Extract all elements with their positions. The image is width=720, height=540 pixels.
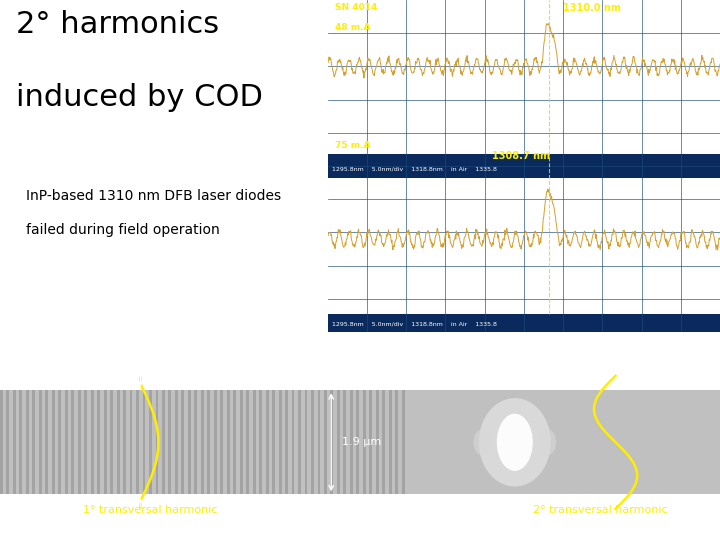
Text: SN 4014: SN 4014	[336, 3, 378, 12]
Bar	[162, 390, 165, 494]
Text: 1308.7 nm: 1308.7 nm	[492, 151, 550, 161]
Text: 1.9 μm: 1.9 μm	[342, 437, 382, 447]
Text: Parasitic cavity: Parasitic cavity	[536, 336, 616, 346]
Bar	[395, 390, 398, 494]
Bar	[279, 390, 282, 494]
Bar	[253, 390, 256, 494]
Text: 1295.8nm    5.0nm/div    1318.8nm    in Air    1335.8: 1295.8nm 5.0nm/div 1318.8nm in Air 1335.…	[331, 321, 496, 326]
Bar	[104, 390, 107, 494]
Bar	[328, 314, 720, 332]
Bar	[324, 390, 327, 494]
Bar	[305, 390, 307, 494]
Bar	[220, 390, 223, 494]
Bar	[0, 390, 720, 494]
Bar	[330, 390, 333, 494]
Bar	[343, 390, 346, 494]
Bar	[97, 390, 100, 494]
Bar	[201, 390, 204, 494]
Bar	[233, 390, 236, 494]
Bar	[181, 390, 184, 494]
Bar	[149, 390, 152, 494]
Bar	[52, 390, 55, 494]
Text: DFB grating: DFB grating	[7, 498, 60, 508]
Bar	[91, 390, 94, 494]
Bar	[65, 390, 68, 494]
Bar	[363, 390, 366, 494]
Bar	[376, 390, 379, 494]
Text: 0.211 μm: 0.211 μm	[83, 528, 136, 537]
Bar	[168, 390, 171, 494]
Bar	[285, 390, 288, 494]
Bar	[130, 390, 132, 494]
Ellipse shape	[497, 414, 533, 471]
Bar	[143, 390, 145, 494]
Bar	[45, 390, 48, 494]
Bar	[123, 390, 126, 494]
Text: 1310.0 nm: 1310.0 nm	[563, 3, 621, 14]
Bar	[188, 390, 191, 494]
Bar	[227, 390, 230, 494]
Bar	[311, 390, 314, 494]
Bar	[156, 390, 158, 494]
Bar	[350, 390, 353, 494]
Text: 48 m.A: 48 m.A	[336, 23, 371, 32]
Bar	[194, 390, 197, 494]
Bar	[13, 390, 16, 494]
Bar	[389, 390, 392, 494]
Bar	[117, 390, 120, 494]
Bar	[58, 390, 61, 494]
Bar	[272, 390, 275, 494]
Text: failed during field operation: failed during field operation	[26, 222, 220, 237]
Text: 1295.8nm    5.0nm/div    1318.8nm    in Air    1335.8: 1295.8nm 5.0nm/div 1318.8nm in Air 1335.…	[331, 167, 496, 172]
Bar	[19, 390, 22, 494]
Bar	[402, 390, 405, 494]
Bar	[26, 390, 29, 494]
Bar	[298, 390, 301, 494]
Bar	[207, 390, 210, 494]
Text: induced by COD: induced by COD	[17, 83, 264, 112]
Bar	[32, 390, 35, 494]
Bar	[84, 390, 87, 494]
Bar	[6, 390, 9, 494]
Bar	[240, 390, 243, 494]
Text: 2° transversal harmonic: 2° transversal harmonic	[533, 505, 667, 515]
Bar	[78, 390, 81, 494]
Bar	[337, 390, 340, 494]
Bar	[369, 390, 372, 494]
Bar	[0, 390, 3, 494]
Bar	[71, 390, 74, 494]
Bar	[259, 390, 262, 494]
Bar	[292, 390, 294, 494]
Bar	[175, 390, 178, 494]
Ellipse shape	[474, 429, 491, 455]
Text: InP-based 1310 nm DFB laser diodes: InP-based 1310 nm DFB laser diodes	[26, 190, 282, 203]
Bar	[136, 390, 139, 494]
Text: Surviving regular cavity: Surviving regular cavity	[204, 336, 328, 346]
Text: 2° harmonics: 2° harmonics	[17, 10, 220, 39]
Text: 75 m.A: 75 m.A	[336, 141, 371, 150]
Bar	[39, 390, 42, 494]
Bar	[328, 154, 720, 178]
Bar	[382, 390, 385, 494]
Bar	[110, 390, 113, 494]
Bar	[214, 390, 217, 494]
Ellipse shape	[479, 398, 551, 487]
Text: 1° transversal harmonic: 1° transversal harmonic	[83, 505, 217, 515]
Bar	[318, 390, 320, 494]
Bar	[356, 390, 359, 494]
Text: 6.5 μm: 6.5 μm	[535, 354, 574, 364]
Ellipse shape	[539, 429, 557, 455]
Bar	[246, 390, 249, 494]
Bar	[266, 390, 269, 494]
